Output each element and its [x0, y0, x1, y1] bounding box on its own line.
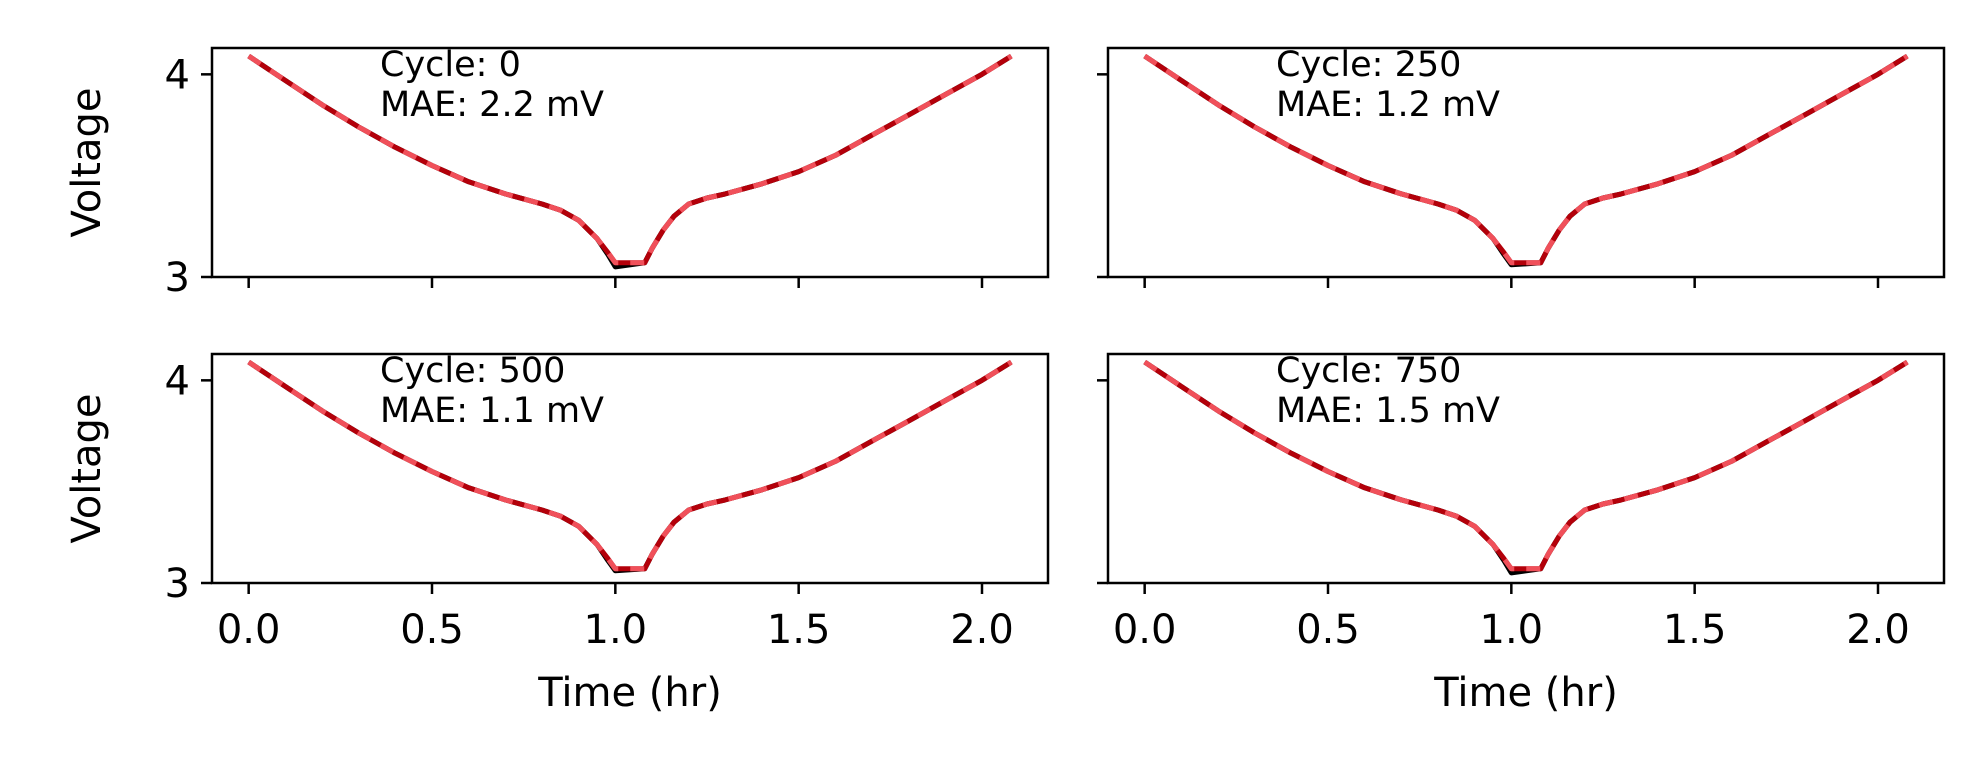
axes-frame	[210, 46, 1050, 279]
y-tick-label: 3	[165, 561, 190, 607]
x-tick-label: 2.0	[950, 607, 1014, 653]
x-tick-label: 1.5	[1663, 607, 1727, 653]
x-tick-label: 0.5	[400, 607, 464, 653]
prediction-line-dashed	[247, 359, 1013, 572]
mae-annotation: MAE: 1.2 mV	[1276, 85, 1500, 125]
axes-frame	[210, 352, 1050, 585]
prediction-line-solid	[247, 359, 1013, 572]
y-tick-label: 4	[165, 358, 190, 404]
prediction-line-dashed	[1143, 359, 1909, 572]
measured-line	[247, 53, 1013, 270]
x-tick-label: 1.0	[584, 607, 648, 653]
panel-2: 3 4 0.0 0.5 1.0 1.5 2.0 Voltage Time (hr) Cycle: …	[64, 351, 1050, 716]
prediction-line-solid	[1143, 359, 1909, 572]
x-tick-label: 0.0	[1113, 607, 1177, 653]
prediction-line-solid	[247, 53, 1013, 266]
x-tick-label: 2.0	[1846, 607, 1910, 653]
mae-annotation: MAE: 1.1 mV	[380, 391, 604, 431]
y-axis-label: Voltage	[64, 393, 110, 543]
mae-annotation: MAE: 1.5 mV	[1276, 391, 1500, 431]
cycle-annotation: Cycle: 500	[380, 351, 565, 391]
x-tick-label: 1.0	[1480, 607, 1544, 653]
axes-frame	[1106, 46, 1946, 279]
x-axis-label: Time (hr)	[1433, 670, 1618, 716]
cycle-annotation: Cycle: 250	[1276, 45, 1461, 85]
y-tick-label: 4	[165, 52, 190, 98]
measured-line	[1143, 359, 1909, 576]
cycle-annotation: Cycle: 0	[380, 45, 521, 85]
x-tick-label: 0.5	[1296, 607, 1360, 653]
x-axis-label: Time (hr)	[537, 670, 722, 716]
prediction-line-solid	[1143, 53, 1909, 266]
measured-line	[247, 359, 1013, 574]
x-tick-label: 0.0	[217, 607, 281, 653]
measured-line	[1143, 53, 1909, 268]
y-tick-label: 3	[165, 255, 190, 301]
prediction-line-dashed	[247, 53, 1013, 266]
y-axis-label: Voltage	[64, 87, 110, 237]
mae-annotation: MAE: 2.2 mV	[380, 85, 604, 125]
cycle-annotation: Cycle: 750	[1276, 351, 1461, 391]
x-tick-label: 1.5	[767, 607, 831, 653]
prediction-line-dashed	[1143, 53, 1909, 266]
axes-frame	[1106, 352, 1946, 585]
